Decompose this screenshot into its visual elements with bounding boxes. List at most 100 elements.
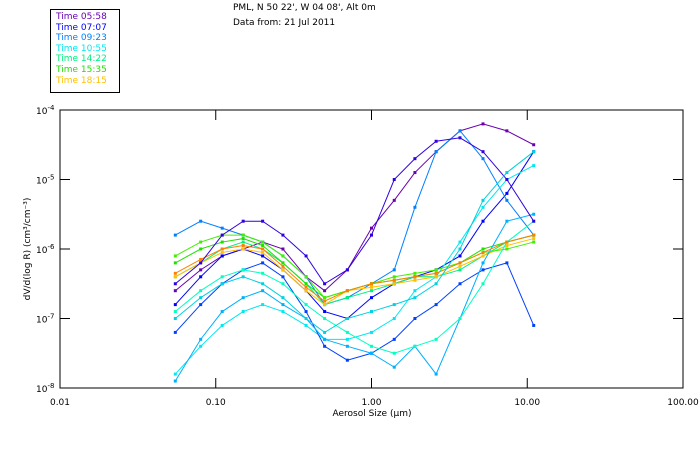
data-point [458,247,462,251]
data-point [392,198,396,202]
x-axis-label: Aerosol Size (µm) [333,409,412,419]
data-point [323,330,327,334]
data-point [323,303,327,307]
data-point [345,337,349,341]
data-point [261,240,265,244]
data-point [241,244,245,248]
data-point [505,191,509,195]
data-point [220,247,224,251]
data-point [173,282,177,286]
data-point [199,257,203,261]
data-point [220,282,224,286]
data-point [281,264,285,268]
data-point [392,178,396,181]
data-point [304,303,308,307]
data-point [241,219,245,223]
data-point [481,205,485,209]
y-tick-base: 10 [36,107,48,117]
data-point [281,282,285,286]
y-tick-label: 10-5 [36,174,54,187]
y-tick-label: 10-4 [36,104,55,117]
y-tick-exp: -8 [47,382,54,390]
data-point [199,337,203,341]
data-point [370,226,373,230]
data-point [241,275,245,279]
x-tick-label: 0.01 [50,398,70,408]
data-point [505,244,509,248]
x-tick-label: 0.10 [206,398,226,408]
data-point [505,240,509,244]
data-point [220,233,224,237]
data-point [481,250,485,254]
data-point [261,219,265,223]
data-point [304,275,308,279]
legend-entry: Time 05:58 [56,12,107,22]
data-point [370,330,373,334]
legend-entry: Time 15:35 [56,64,107,75]
y-tick-base: 10 [36,246,48,256]
data-point [413,289,417,293]
data-point [261,250,265,254]
x-tick-label: 10.00 [514,398,540,408]
data-point [413,344,417,348]
data-point [304,254,308,258]
legend: Time 05:58 Time 07:07 Time 09:23 Time 10:55… [50,9,120,93]
data-point [434,372,438,376]
series-line [174,262,535,361]
data-point [413,296,417,300]
data-point [458,282,462,286]
data-point [392,317,396,320]
data-point [434,303,438,307]
data-point [458,240,462,244]
legend-entry: Time 14:22 [56,54,107,65]
x-tick-label: 100.00 [667,398,699,408]
data-point [392,351,396,355]
data-point [413,205,417,209]
y-tick-exp: -6 [47,243,55,251]
data-point [173,303,177,307]
data-point [281,310,285,314]
data-point [505,198,509,202]
data-point [481,247,485,251]
data-point [173,254,177,258]
data-point [413,275,417,279]
data-point [505,178,509,181]
data-point [281,247,285,251]
data-point [392,275,396,279]
data-point [532,233,536,237]
data-point [220,310,224,314]
data-point [199,344,203,348]
data-point [345,268,349,272]
data-point [241,296,245,300]
data-point [261,254,265,258]
data-point [505,129,509,133]
data-point [434,271,438,275]
data-point [532,240,536,244]
data-point [413,317,417,320]
series-line [174,137,535,285]
data-point [370,351,373,355]
data-point [199,240,203,244]
data-point [173,310,177,314]
y-tick-base: 10 [36,385,48,395]
data-point [532,212,536,216]
data-point [173,271,177,275]
data-point [392,337,396,341]
series-line [174,151,535,334]
data-point [434,337,438,341]
data-point [345,296,349,300]
data-point [345,289,349,293]
data-point [323,310,327,314]
legend-entry: Time 10:55 [56,43,107,54]
data-point [199,303,203,307]
data-point [505,171,509,175]
chart-title: PML, N 50 22', W 04 08', Alt 0m [233,3,376,13]
data-point [532,150,536,154]
data-point [458,261,462,265]
data-point [323,337,327,341]
y-tick-exp: -4 [47,104,55,112]
data-point [241,310,245,314]
data-point [323,317,327,320]
